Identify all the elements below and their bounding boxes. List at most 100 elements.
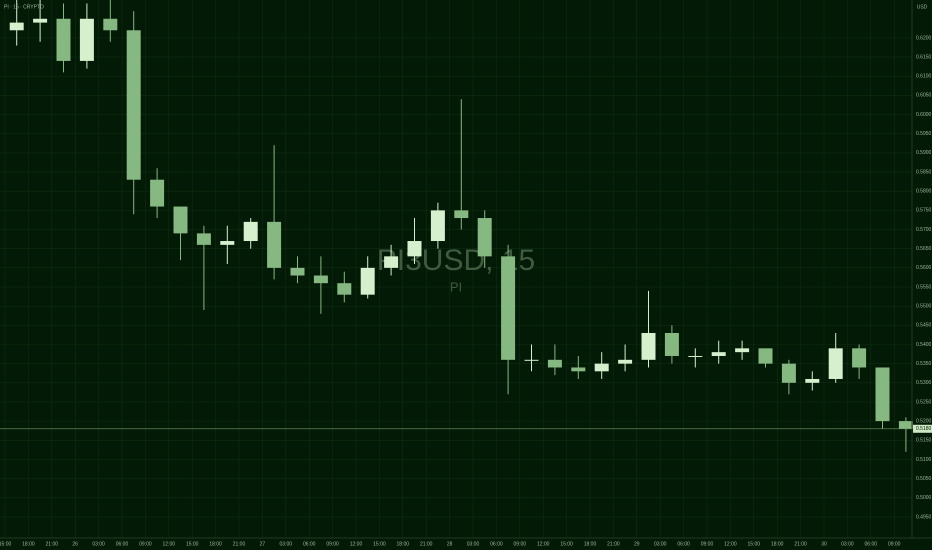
candle-body [664, 332, 679, 356]
y-tick-label: 0.5850 [916, 169, 932, 175]
x-tick-label: 09:00 [326, 541, 339, 547]
candle-body [79, 18, 94, 61]
y-tick-label: 0.5650 [916, 246, 932, 252]
y-tick-label: 0.5100 [916, 457, 932, 463]
x-tick-label: 03:00 [841, 541, 854, 547]
x-tick-label: 12:00 [537, 541, 550, 547]
x-tick-label: 18:00 [771, 541, 784, 547]
y-tick-label: 0.6000 [916, 112, 932, 118]
y-tick-label: 0.5950 [916, 131, 932, 137]
y-tick-label: 0.5150 [916, 438, 932, 444]
x-tick-label: 15:00 [560, 541, 573, 547]
x-tick-label: 28 [447, 541, 453, 547]
candle-body [618, 359, 633, 364]
y-tick-label: 0.5800 [916, 189, 932, 195]
y-tick-label: 0.5200 [916, 418, 932, 424]
x-tick-label: 06:00 [677, 541, 690, 547]
x-tick-label: 12:00 [724, 541, 737, 547]
x-tick-label: 18:00 [584, 541, 597, 547]
candle-body [641, 332, 656, 360]
candle-body [688, 355, 703, 357]
y-tick-label: 0.6150 [916, 54, 932, 60]
x-tick-label: 21:00 [794, 541, 807, 547]
candle-body [524, 359, 539, 361]
candle-body [571, 367, 586, 372]
candle-body [173, 206, 188, 234]
x-tick-label: 03:00 [280, 541, 293, 547]
x-tick-label: 15:00 [186, 541, 199, 547]
x-tick-label: 06:00 [116, 541, 129, 547]
x-tick-label: 18:00 [209, 541, 222, 547]
x-tick-label: 15:00 [0, 541, 11, 547]
last-price-label: 0.5180 [916, 426, 932, 432]
x-tick-label: 06:00 [865, 541, 878, 547]
candle-body [828, 348, 843, 379]
candle-body [711, 352, 726, 356]
y-tick-label: 0.5000 [916, 495, 932, 501]
x-tick-label: 09:00 [514, 541, 527, 547]
candle-body [220, 241, 235, 245]
candle-body [781, 363, 796, 383]
y-tick-label: 0.5700 [916, 227, 932, 233]
candle-body [547, 359, 562, 368]
x-tick-label: 21:00 [46, 541, 59, 547]
x-tick-label: 03:00 [92, 541, 105, 547]
x-tick-label: 15:00 [373, 541, 386, 547]
candles [9, 0, 913, 452]
y-tick-label: 0.6200 [916, 35, 932, 41]
x-tick-label: 26 [72, 541, 78, 547]
candle-body [56, 18, 71, 61]
candle-body [735, 348, 750, 353]
candle-body [454, 210, 469, 219]
y-tick-label: 0.5300 [916, 380, 932, 386]
candle-body [758, 348, 773, 364]
candle-body [313, 275, 328, 284]
x-tick-label: 03:00 [654, 541, 667, 547]
x-tick-label: 18:00 [22, 541, 35, 547]
x-tick-label: 12:00 [350, 541, 363, 547]
x-tick-label: 09:00 [139, 541, 152, 547]
x-tick-label: 21:00 [420, 541, 433, 547]
x-tick-label: 03:00 [467, 541, 480, 547]
y-tick-label: 0.5350 [916, 361, 932, 367]
x-tick-label: 12:00 [163, 541, 176, 547]
y-tick-label: 0.5450 [916, 323, 932, 329]
candle-body [360, 267, 375, 295]
y-tick-label: 0.6100 [916, 74, 932, 80]
currency[interactable]: USD [917, 4, 928, 10]
candle-body [852, 348, 867, 368]
candle-body [150, 179, 165, 207]
candle-body [9, 22, 24, 31]
candle-body [243, 221, 258, 242]
x-tick-label: 18:00 [397, 541, 410, 547]
candle-body [477, 218, 492, 257]
candle-body [407, 241, 422, 257]
candle-body [594, 363, 609, 372]
candle-body [126, 30, 141, 180]
candle-body [337, 283, 352, 295]
y-tick-label: 0.6050 [916, 93, 932, 99]
x-tick-label: 21:00 [233, 541, 246, 547]
candle-body [196, 233, 211, 245]
watermark-base: PI [450, 279, 462, 294]
candle-body [103, 18, 118, 31]
x-tick-label: 09:00 [701, 541, 714, 547]
candle-body [267, 221, 282, 268]
y-tick-label: 0.5500 [916, 303, 932, 309]
y-tick-label: 0.5900 [916, 150, 932, 156]
candle-body [430, 210, 445, 242]
candle-body [384, 256, 399, 268]
candle-body [875, 367, 890, 422]
x-tick-label: 06:00 [490, 541, 503, 547]
candle-body [290, 267, 305, 276]
y-tick-label: 0.5550 [916, 284, 932, 290]
candle-body [898, 421, 913, 429]
x-tick-label: 29 [634, 541, 640, 547]
x-tick-label: 15:00 [748, 541, 761, 547]
y-tick-label: 0.5050 [916, 476, 932, 482]
last-price-tag [913, 424, 932, 433]
x-tick-label: 06:00 [303, 541, 316, 547]
